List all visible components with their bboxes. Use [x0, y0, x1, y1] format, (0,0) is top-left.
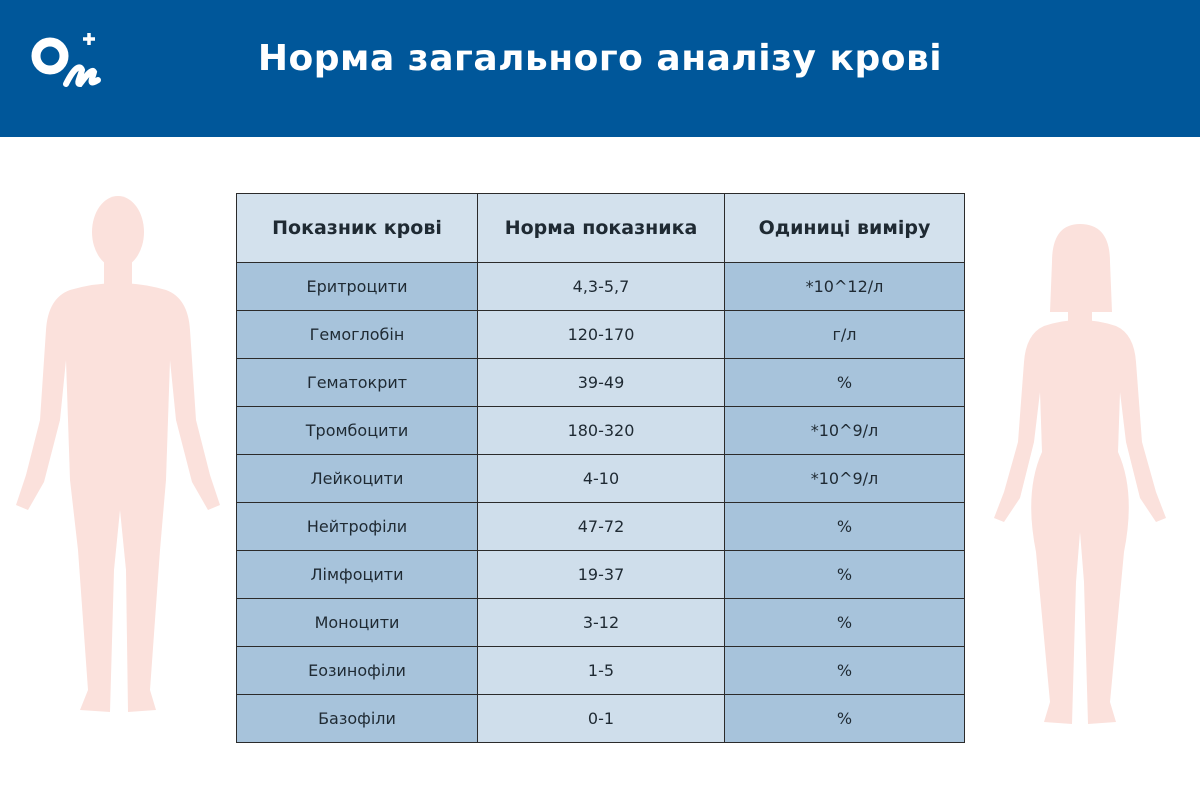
- norm-cell: 180-320: [477, 406, 725, 455]
- page-title: Норма загального аналізу крові: [257, 38, 943, 79]
- column-header-units: Одиниці виміру: [724, 193, 965, 263]
- norm-cell: 47-72: [477, 502, 725, 551]
- units-cell: *10^9/л: [724, 454, 965, 503]
- norm-cell: 39-49: [477, 358, 725, 407]
- table-row: Гематокрит 39-49%: [236, 358, 965, 407]
- indicator-cell: Гематокрит: [236, 358, 478, 407]
- table-row: Нейтрофіли 47-72%: [236, 502, 965, 551]
- units-cell: %: [724, 358, 965, 407]
- units-cell: %: [724, 550, 965, 599]
- indicator-cell: Еозинофіли: [236, 646, 478, 695]
- table-row: Гемоглобін 120-170 г/л: [236, 310, 965, 359]
- table-row: Тромбоцити 180-320 *10^9/л: [236, 406, 965, 455]
- table-row: Лейкоцити 4-10 *10^9/л: [236, 454, 965, 503]
- table-row: Еритроцити 4,3-5,7 *10^12/л: [236, 262, 965, 311]
- blood-norms-table: Показник крові Норма показника Одиниці в…: [236, 193, 965, 743]
- table-row: Моноцити 3-12%: [236, 598, 965, 647]
- indicator-cell: Нейтрофіли: [236, 502, 478, 551]
- norm-cell: 4,3-5,7: [477, 262, 725, 311]
- table-row: Еозинофіли 1-5%: [236, 646, 965, 695]
- units-cell: %: [724, 502, 965, 551]
- units-cell: *10^9/л: [724, 406, 965, 455]
- column-header-norm: Норма показника: [477, 193, 725, 263]
- indicator-cell: Моноцити: [236, 598, 478, 647]
- indicator-cell: Базофіли: [236, 694, 478, 743]
- norm-cell: 0-1: [477, 694, 725, 743]
- norm-cell: 4-10: [477, 454, 725, 503]
- norm-cell: 3-12: [477, 598, 725, 647]
- male-silhouette: [16, 196, 220, 712]
- table-row: Базофіли 0-1%: [236, 694, 965, 743]
- norm-cell: 1-5: [477, 646, 725, 695]
- indicator-cell: Лімфоцити: [236, 550, 478, 599]
- indicator-cell: Еритроцити: [236, 262, 478, 311]
- norm-cell: 120-170: [477, 310, 725, 359]
- units-cell: г/л: [724, 310, 965, 359]
- units-cell: %: [724, 598, 965, 647]
- female-silhouette: [994, 224, 1166, 724]
- table-row: Лімфоцити 19-37%: [236, 550, 965, 599]
- table-header-row: Показник крові Норма показника Одиниці в…: [236, 193, 965, 263]
- norm-cell: 19-37: [477, 550, 725, 599]
- logo: [31, 33, 101, 88]
- indicator-cell: Лейкоцити: [236, 454, 478, 503]
- units-cell: %: [724, 694, 965, 743]
- units-cell: %: [724, 646, 965, 695]
- units-cell: *10^12/л: [724, 262, 965, 311]
- indicator-cell: Гемоглобін: [236, 310, 478, 359]
- header-banner: Норма загального аналізу крові: [0, 0, 1200, 137]
- indicator-cell: Тромбоцити: [236, 406, 478, 455]
- column-header-indicator: Показник крові: [236, 193, 478, 263]
